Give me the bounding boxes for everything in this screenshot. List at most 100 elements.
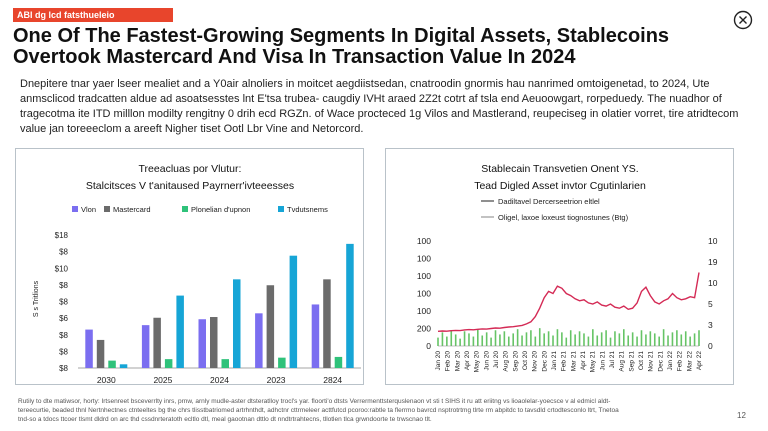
bar-3-1 — [176, 295, 184, 368]
bar-2-4 — [334, 356, 343, 368]
right-y-right-tick-label: 3 — [708, 320, 713, 330]
right-x-tick-label: Oct 20 — [522, 351, 529, 371]
right-x-tick-label: Nov 20 — [532, 351, 539, 372]
right-x-tick-label: Apr 22 — [696, 351, 703, 371]
bar-0-4 — [311, 304, 320, 368]
right-x-tick-label: Jan 20 — [435, 351, 442, 371]
left-chart-panel: Treeacluas por Vlutur: Stalcitsces V t'an… — [15, 148, 364, 385]
right-x-tick-label: Feb 21 — [561, 351, 568, 372]
right-x-tick-label: Mar 21 — [570, 351, 577, 372]
left-y-tick-label: $8 — [59, 331, 68, 340]
left-x-tick-label: 2024 — [210, 375, 229, 384]
left-x-tick-label: 2023 — [267, 375, 286, 384]
left-y-tick-label: $18 — [55, 231, 69, 240]
left-x-tick-label: 2030 — [97, 375, 116, 384]
bar-0-3 — [255, 313, 263, 368]
right-chart-title-line-2: Tead Digled Asset invtor Cgutinlarien — [474, 180, 646, 192]
right-chart-title-line-1: Stablecain Transvetien Onent YS. — [481, 163, 638, 175]
left-legend-swatch-0 — [72, 206, 78, 212]
left-y-tick-label: $8 — [59, 281, 68, 290]
left-y-tick-label: $10 — [55, 264, 69, 273]
bar-3-3 — [289, 255, 298, 368]
bar-0-2 — [198, 319, 206, 368]
left-y-tick-label: $8 — [59, 298, 68, 307]
right-x-tick-label: Jun 20 — [483, 351, 490, 371]
right-x-tick-label: Aug 20 — [503, 351, 510, 372]
right-x-tick-label: Sep 21 — [628, 351, 635, 372]
bar-1-2 — [210, 317, 218, 368]
right-x-tick-label: Oct 21 — [638, 351, 645, 371]
right-x-tick-label: Jul 20 — [493, 351, 500, 369]
payments-bar-chart: Treeacluas por Vlutur: Stalcitsces V t'an… — [33, 163, 361, 384]
page-title-line-2: Overtook Mastercard And Visa In Transact… — [13, 46, 576, 68]
left-y-axis-label: S s Tritlions — [33, 280, 40, 317]
left-x-tick-label: 2025 — [153, 375, 172, 384]
bar-3-4 — [346, 243, 354, 368]
bar-3-2 — [233, 279, 241, 368]
right-x-tick-label: Apr 20 — [464, 351, 471, 371]
report-kicker: ABI dg lcd fatsthueleio — [13, 8, 173, 22]
right-x-tick-label: May 20 — [474, 351, 481, 373]
right-x-tick-label: Apr 21 — [580, 351, 587, 371]
right-x-tick-label: Jul 21 — [609, 351, 616, 369]
right-x-tick-label: Dec 20 — [541, 351, 548, 372]
bar-1-1 — [153, 317, 161, 368]
price-series-line — [437, 272, 700, 332]
right-y-left-tick-label: 200 — [417, 324, 431, 334]
bar-3-0 — [119, 364, 128, 368]
left-y-tick-label: $8 — [59, 347, 68, 356]
bar-2-3 — [278, 357, 286, 368]
bar-1-0 — [96, 339, 105, 368]
right-y-right-tick-label: 5 — [708, 299, 713, 309]
left-legend-label-2: Plonelian d'upnon — [191, 205, 250, 214]
brand-logo — [733, 10, 753, 30]
right-y-right-tick-label: 19 — [708, 257, 718, 267]
intro-paragraph: Dnepitere tnar yaer lseer mealiet and a … — [20, 78, 739, 135]
right-y-left-tick-label: 0 — [426, 341, 431, 351]
right-x-tick-label: Jan 21 — [551, 351, 558, 371]
left-legend-label-1: Mastercard — [113, 205, 151, 214]
left-legend-swatch-3 — [278, 206, 284, 212]
right-y-left-tick-label: 100 — [417, 289, 431, 299]
circle-x-icon — [733, 10, 753, 30]
right-y-right-tick-label: 10 — [708, 236, 718, 246]
right-legend-label-1: Oligel, laxoe loxeust tiognostunes (Btg) — [498, 213, 629, 222]
left-legend-label-0: Vlon — [81, 205, 96, 214]
right-x-tick-label: Dec 21 — [657, 351, 664, 372]
right-x-tick-label: Jun 21 — [599, 351, 606, 371]
bar-2-2 — [221, 359, 229, 368]
stablecoin-line-chart: Stablecain Transvetien Onent YS. Tead Dig… — [417, 163, 718, 373]
bar-2-0 — [108, 360, 116, 368]
right-y-left-tick-label: 100 — [417, 306, 431, 316]
right-y-left-tick-label: 100 — [417, 271, 431, 281]
left-y-tick-label: $8 — [59, 364, 68, 373]
right-y-right-tick-label: 0 — [708, 341, 713, 351]
left-legend-swatch-1 — [104, 206, 110, 212]
bar-0-1 — [141, 325, 150, 368]
bar-1-4 — [323, 279, 331, 368]
bar-2-1 — [164, 359, 173, 368]
left-chart-title-line-2: Stalcitsces V t'anitaused Payrnerr'ivtee… — [86, 180, 294, 192]
bar-0-0 — [85, 329, 93, 368]
right-x-tick-label: Aug 21 — [619, 351, 626, 372]
right-x-tick-label: May 21 — [590, 351, 597, 373]
right-x-tick-label: Nov 21 — [648, 351, 655, 372]
right-x-tick-label: Feb 22 — [677, 351, 684, 372]
right-x-tick-label: Mar 20 — [454, 351, 461, 372]
left-legend-label-3: Tvdutsnems — [287, 205, 328, 214]
source-footnote: Rutily to dte matiwsor, horty: Irtsenree… — [18, 398, 619, 423]
left-chart-title-line-1: Treeacluas por Vlutur: — [139, 163, 242, 175]
bar-1-3 — [266, 285, 275, 368]
right-x-tick-label: Mar 22 — [686, 351, 693, 372]
right-y-right-tick-label: 10 — [708, 278, 718, 288]
right-x-tick-label: Sep 20 — [512, 351, 519, 372]
left-legend-swatch-2 — [182, 206, 188, 212]
right-y-left-tick-label: 100 — [417, 236, 431, 246]
left-x-tick-label: 2824 — [323, 375, 342, 384]
page-number: 12 — [737, 411, 746, 420]
left-y-tick-label: $8 — [59, 248, 68, 257]
left-y-tick-label: $6 — [59, 314, 68, 323]
right-chart-panel: Stablecain Transvetien Onent YS. Tead Dig… — [385, 148, 734, 385]
page-title-line-1: One Of The Fastest-Growing Segments In D… — [13, 25, 670, 47]
page-title: One Of The Fastest-Growing Segments In D… — [13, 26, 733, 68]
